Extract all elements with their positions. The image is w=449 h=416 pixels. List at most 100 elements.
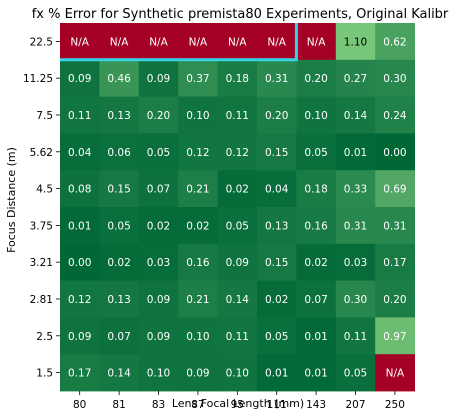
heatmap-cell xyxy=(60,96,100,134)
heatmap-cell xyxy=(335,23,376,61)
cell-value-label: 0.20 xyxy=(265,110,288,122)
cell-value-label: 0.10 xyxy=(186,331,209,343)
heatmap-cell xyxy=(217,170,258,208)
cell-value-label: 0.02 xyxy=(304,257,327,269)
y-tick-label: 11.25 xyxy=(23,73,53,85)
heatmap-cell xyxy=(296,280,337,318)
cell-value-label: 0.21 xyxy=(186,184,209,196)
heatmap-cell xyxy=(178,23,218,61)
heatmap-cell xyxy=(217,243,258,281)
cell-value-label: N/A xyxy=(189,36,208,48)
cell-value-label: 0.14 xyxy=(107,368,131,380)
x-tick-label: 80 xyxy=(73,399,86,411)
cell-value-label: N/A xyxy=(267,36,286,48)
cell-value-label: 0.30 xyxy=(383,73,406,85)
heatmap-cell xyxy=(335,170,376,208)
y-tick-label: 5.62 xyxy=(30,147,53,159)
cell-value-label: 0.03 xyxy=(147,257,170,269)
cell-value-label: 0.01 xyxy=(265,368,288,380)
cell-value-label: 0.31 xyxy=(265,73,288,85)
cell-value-label: 0.12 xyxy=(226,147,249,159)
cell-value-label: 0.33 xyxy=(344,184,367,196)
heatmap-cell xyxy=(178,133,218,171)
heatmap-cell xyxy=(375,96,415,134)
cell-value-label: 0.31 xyxy=(383,220,406,232)
cell-value-label: 0.00 xyxy=(68,257,91,269)
heatmap-cell xyxy=(375,133,415,171)
heatmap-cell xyxy=(296,170,337,208)
cell-value-label: 0.30 xyxy=(344,294,367,306)
heatmap-cell xyxy=(178,317,218,355)
cell-value-label: 0.15 xyxy=(107,184,130,196)
heatmap-cell xyxy=(257,170,297,208)
heatmap-cell xyxy=(296,59,337,97)
cell-value-label: 0.09 xyxy=(186,368,209,380)
cell-value-label: 0.20 xyxy=(383,294,406,306)
y-tick-label: 2.5 xyxy=(36,331,53,343)
cell-value-label: 0.04 xyxy=(68,147,92,159)
cell-value-label: 0.09 xyxy=(147,331,170,343)
cell-value-label: 0.02 xyxy=(265,294,288,306)
heatmap-cell xyxy=(178,207,218,245)
cell-value-label: 0.15 xyxy=(265,257,288,269)
heatmap-cell xyxy=(99,354,140,392)
heatmap-cell xyxy=(99,207,140,245)
cell-value-label: 0.09 xyxy=(68,73,91,85)
heatmap-cell xyxy=(99,59,140,97)
x-tick-label: 111 xyxy=(267,399,287,411)
cell-value-label: 0.02 xyxy=(107,257,130,269)
cell-value-label: 0.05 xyxy=(226,220,249,232)
x-tick-label: 83 xyxy=(152,399,165,411)
highlight-region xyxy=(60,23,298,62)
heatmap-cell xyxy=(60,133,100,171)
y-tick-label: 3.21 xyxy=(30,257,53,269)
y-tick-label: 1.5 xyxy=(36,368,53,380)
cell-value-label: 0.37 xyxy=(186,73,209,85)
heatmap-cell xyxy=(335,243,376,281)
cell-value-label: N/A xyxy=(70,36,89,48)
heatmap-cell xyxy=(178,354,218,392)
heatmap-cell xyxy=(257,317,297,355)
cell-value-label: 0.21 xyxy=(186,294,209,306)
cell-value-label: 0.02 xyxy=(186,220,209,232)
cell-value-label: 0.11 xyxy=(226,331,249,343)
cell-value-label: N/A xyxy=(110,36,129,48)
heatmap-cell xyxy=(99,96,140,134)
heatmap-cell xyxy=(257,59,297,97)
heatmap-cell xyxy=(217,23,258,61)
cell-value-label: 0.69 xyxy=(383,184,406,196)
heatmap-cell xyxy=(138,170,179,208)
cell-value-label: 0.05 xyxy=(344,368,367,380)
cell-value-label: 0.20 xyxy=(147,110,170,122)
cell-value-label: 0.02 xyxy=(147,220,170,232)
cell-value-label: N/A xyxy=(307,36,326,48)
heatmap-cell xyxy=(60,317,100,355)
cell-value-label: 0.13 xyxy=(265,220,288,232)
cell-value-label: 0.10 xyxy=(186,110,209,122)
cell-value-label: 0.07 xyxy=(304,294,327,306)
heatmap-cell xyxy=(99,133,140,171)
heatmap-cell xyxy=(138,243,179,281)
cell-value-label: 0.09 xyxy=(226,257,249,269)
y-axis-label: Focus Distance (m) xyxy=(5,147,18,253)
heatmap-cell xyxy=(257,354,297,392)
y-tick-label: 2.81 xyxy=(30,294,53,306)
heatmap-cell xyxy=(217,133,258,171)
x-axis-ticks: 80 81 83 87 95 111 143 207 250 xyxy=(73,391,405,411)
cell-value-label: 0.05 xyxy=(304,147,327,159)
heatmap-cell xyxy=(257,23,297,61)
cell-value-label: 0.13 xyxy=(107,110,130,122)
cell-value-label: 0.17 xyxy=(383,257,406,269)
x-tick-label: 250 xyxy=(385,399,405,411)
x-axis-label: Lens Focal Length (mm) xyxy=(172,397,304,410)
cell-value-label: 0.18 xyxy=(304,184,327,196)
cell-value-label: 0.12 xyxy=(68,294,91,306)
cell-value-label: N/A xyxy=(386,368,405,380)
heatmap-cell xyxy=(375,280,415,318)
heatmap-cell xyxy=(375,243,415,281)
cell-value-label: 0.07 xyxy=(147,184,170,196)
cell-value-label: 1.10 xyxy=(344,36,367,48)
cell-value-label: 0.10 xyxy=(226,368,249,380)
heatmap-cell xyxy=(335,133,376,171)
